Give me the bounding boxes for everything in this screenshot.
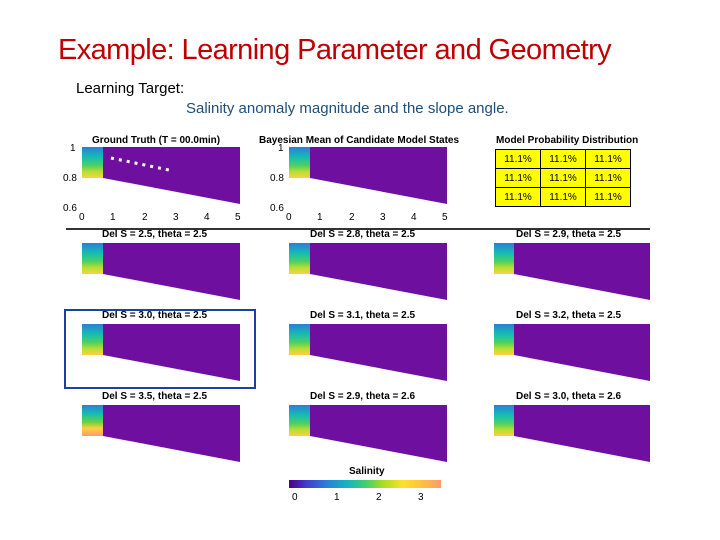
dense-inflow-region [494,243,514,274]
candidate-title: Del S = 3.1, theta = 2.5 [310,310,416,321]
salinity-colorbar [289,480,441,488]
bayesian-mean-title: Bayesian Mean of Candidate Model States [259,135,460,146]
observation-track-dots [110,156,170,172]
salinity-field-plot [289,324,447,384]
slope-topography [289,274,447,303]
learning-target-label: Learning Target: [76,80,185,97]
section-divider [66,228,650,230]
colorbar-tick-1: 1 [334,492,340,503]
bm-xtick-3: 3 [380,212,386,223]
candidate-title: Del S = 2.9, theta = 2.5 [516,229,622,240]
prob-cell: 11.1% [540,168,586,188]
prob-cell: 11.1% [495,168,541,188]
colorbar-tick-3: 3 [418,492,424,503]
candidate-title: Del S = 2.9, theta = 2.6 [310,391,416,402]
salinity-field-plot [494,405,650,465]
gt-ytick-08: 0.8 [63,173,77,184]
candidate-panel [82,243,240,303]
dense-inflow-region [82,324,103,355]
prob-row: 11.1% 11.1% 11.1% [495,149,631,169]
dense-inflow-region [82,147,103,178]
prob-cell: 11.1% [540,149,586,169]
prob-cell: 11.1% [495,149,541,169]
bm-xtick-5: 5 [442,212,448,223]
dense-inflow-region [289,405,310,436]
gt-xtick-5: 5 [235,212,241,223]
slope-topography [289,436,447,465]
slope-topography [494,436,650,465]
bm-xtick-1: 1 [317,212,323,223]
dense-inflow-region [494,324,514,355]
dense-inflow-region [82,405,103,436]
bm-ytick-08: 0.8 [270,173,284,184]
gt-xtick-2: 2 [142,212,148,223]
candidate-title: Del S = 2.8, theta = 2.5 [310,229,416,240]
prob-cell: 11.1% [495,187,541,207]
prob-row: 11.1% 11.1% 11.1% [495,187,631,207]
salinity-field-plot [289,147,447,207]
salinity-field-plot [82,243,240,303]
slope-topography [494,355,650,384]
slope-topography [82,274,240,303]
candidate-panel [82,324,240,384]
dense-inflow-region [289,147,310,178]
learning-target-description: Salinity anomaly magnitude and the slope… [186,100,509,117]
candidate-title: Del S = 2.5, theta = 2.5 [102,229,208,240]
probability-table: 11.1% 11.1% 11.1% 11.1% 11.1% 11.1% 11.1… [495,149,631,207]
colorbar-tick-0: 0 [292,492,298,503]
gt-ytick-06: 0.6 [63,203,77,214]
gt-xtick-4: 4 [204,212,210,223]
prob-cell: 11.1% [585,187,631,207]
dense-inflow-region [494,405,514,436]
salinity-field-plot [82,405,240,465]
candidate-panel [82,405,240,465]
slope-topography [289,355,447,384]
bm-ytick-06: 0.6 [270,203,284,214]
candidate-title: Del S = 3.2, theta = 2.5 [516,310,622,321]
candidate-panel [494,405,650,465]
prob-cell: 11.1% [540,187,586,207]
prob-cell: 11.1% [585,149,631,169]
candidate-title: Del S = 3.0, theta = 2.6 [516,391,622,402]
prob-row: 11.1% 11.1% 11.1% [495,168,631,188]
salinity-field-plot [289,405,447,465]
slope-topography [289,178,447,207]
dense-inflow-region [289,243,310,274]
slope-topography [82,178,240,207]
bm-xtick-0: 0 [286,212,292,223]
selected-model-highlight [64,309,256,389]
candidate-panel [289,324,447,384]
bm-xtick-2: 2 [349,212,355,223]
bayesian-mean-panel [289,147,447,207]
salinity-field-plot [289,243,447,303]
salinity-field-plot [494,243,650,303]
gt-ytick-1: 1 [70,143,76,154]
probability-title: Model Probability Distribution [496,135,639,146]
bm-ytick-1: 1 [278,143,284,154]
ground-truth-panel [82,147,240,207]
candidate-title: Del S = 3.5, theta = 2.5 [102,391,208,402]
slope-topography [82,355,240,384]
salinity-field-plot [494,324,650,384]
colorbar-title: Salinity [349,466,385,477]
ground-truth-title: Ground Truth (T = 00.0min) [92,135,221,146]
slope-topography [82,436,240,465]
gt-xtick-0: 0 [79,212,85,223]
candidate-title: Del S = 3.0, theta = 2.5 [102,310,208,321]
candidate-panel [289,405,447,465]
bm-xtick-4: 4 [411,212,417,223]
salinity-field-plot [82,324,240,384]
gt-xtick-1: 1 [110,212,116,223]
candidate-panel [289,243,447,303]
dense-inflow-region [82,243,103,274]
dense-inflow-region [289,324,310,355]
slide-title: Example: Learning Parameter and Geometry [58,34,612,66]
gt-xtick-3: 3 [173,212,179,223]
salinity-field-plot [82,147,240,207]
candidate-panel [494,324,650,384]
candidate-panel [494,243,650,303]
slope-topography [494,274,650,303]
colorbar-tick-2: 2 [376,492,382,503]
prob-cell: 11.1% [585,168,631,188]
